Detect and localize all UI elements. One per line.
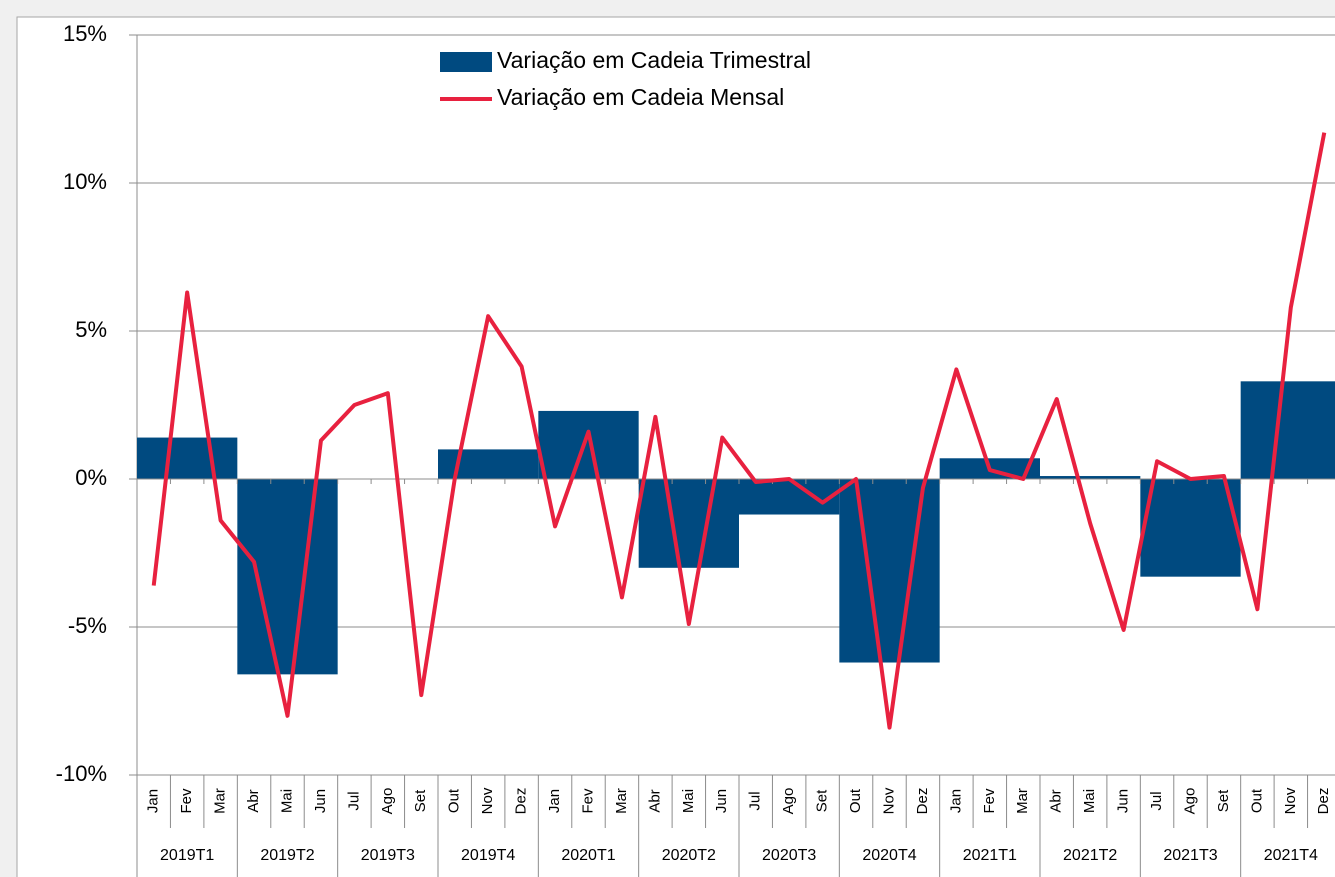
x-tick-label: Dez <box>513 788 530 815</box>
quarter-label: 2021T2 <box>1063 847 1117 864</box>
x-tick-label: Ago <box>780 788 797 815</box>
quarter-label: 2020T2 <box>662 847 716 864</box>
x-tick-label: Abr <box>245 789 262 812</box>
line <box>151 132 1327 730</box>
bar <box>739 479 840 515</box>
bar <box>638 479 739 568</box>
quarter-label: 2021T1 <box>963 847 1017 864</box>
bar <box>438 449 539 479</box>
y-tick-label: 0% <box>75 465 107 490</box>
x-tick-label: Dez <box>914 788 931 815</box>
x-tick-label: Jun <box>713 789 730 813</box>
bar <box>1240 381 1335 479</box>
x-tick-label: Jan <box>145 789 162 813</box>
quarter-label: 2019T1 <box>160 847 214 864</box>
legend-label: Variação em Cadeia Mensal <box>497 84 784 110</box>
x-tick-label: Mar <box>613 788 630 814</box>
x-tick-label: Abr <box>646 789 663 812</box>
quarter-label: 2019T3 <box>361 847 415 864</box>
x-tick-label: Jul <box>345 791 362 810</box>
x-tick-label: Nov <box>479 787 496 814</box>
bar <box>538 410 639 479</box>
legend-label: Variação em Cadeia Trimestral <box>497 47 811 73</box>
x-tick-label: Ago <box>379 788 396 815</box>
x-tick-label: Fev <box>579 788 596 814</box>
bar <box>839 479 940 663</box>
quarter-label: 2020T4 <box>862 847 916 864</box>
quarter-label: 2019T4 <box>461 847 515 864</box>
x-tick-label: Jun <box>312 789 329 813</box>
bar <box>1140 479 1241 577</box>
bar <box>137 437 238 479</box>
x-tick-label: Jul <box>1148 791 1165 810</box>
x-tick-label: Mai <box>680 789 697 813</box>
quarter-label: 2020T3 <box>762 847 816 864</box>
x-tick-label: Nov <box>880 787 897 814</box>
y-tick-label: 5% <box>75 317 107 342</box>
x-tick-label: Fev <box>178 788 195 814</box>
y-tick-label: 15% <box>63 21 107 46</box>
x-tick-label: Abr <box>1048 789 1065 812</box>
x-tick-label: Set <box>412 789 429 812</box>
quarter-label: 2020T1 <box>561 847 615 864</box>
x-tick-label: Fev <box>981 788 998 814</box>
x-tick-label: Out <box>446 788 463 813</box>
x-tick-label: Nov <box>1282 787 1299 814</box>
x-tick-label: Mar <box>1014 788 1031 814</box>
quarter-label: 2021T3 <box>1163 847 1217 864</box>
x-tick-label: Jan <box>947 789 964 813</box>
quarter-label: 2019T2 <box>260 847 314 864</box>
x-tick-label: Set <box>1215 789 1232 812</box>
x-tick-label: Dez <box>1315 788 1332 815</box>
x-tick-label: Mar <box>212 788 229 814</box>
legend-swatch <box>440 52 492 72</box>
bar <box>237 479 338 675</box>
x-tick-label: Jul <box>747 791 764 810</box>
bar <box>1040 476 1141 479</box>
y-tick-label: -10% <box>56 761 107 786</box>
x-tick-label: Out <box>1248 788 1265 813</box>
x-tick-label: Set <box>814 789 831 812</box>
y-tick-label: 10% <box>63 169 107 194</box>
x-tick-label: Jan <box>546 789 563 813</box>
quarter-label: 2021T4 <box>1264 847 1318 864</box>
x-tick-label: Out <box>847 788 864 813</box>
y-tick-label: -5% <box>68 613 107 638</box>
x-tick-label: Mai <box>278 789 295 813</box>
x-tick-label: Ago <box>1181 788 1198 815</box>
x-tick-label: Mai <box>1081 789 1098 813</box>
x-tick-label: Jun <box>1115 789 1132 813</box>
